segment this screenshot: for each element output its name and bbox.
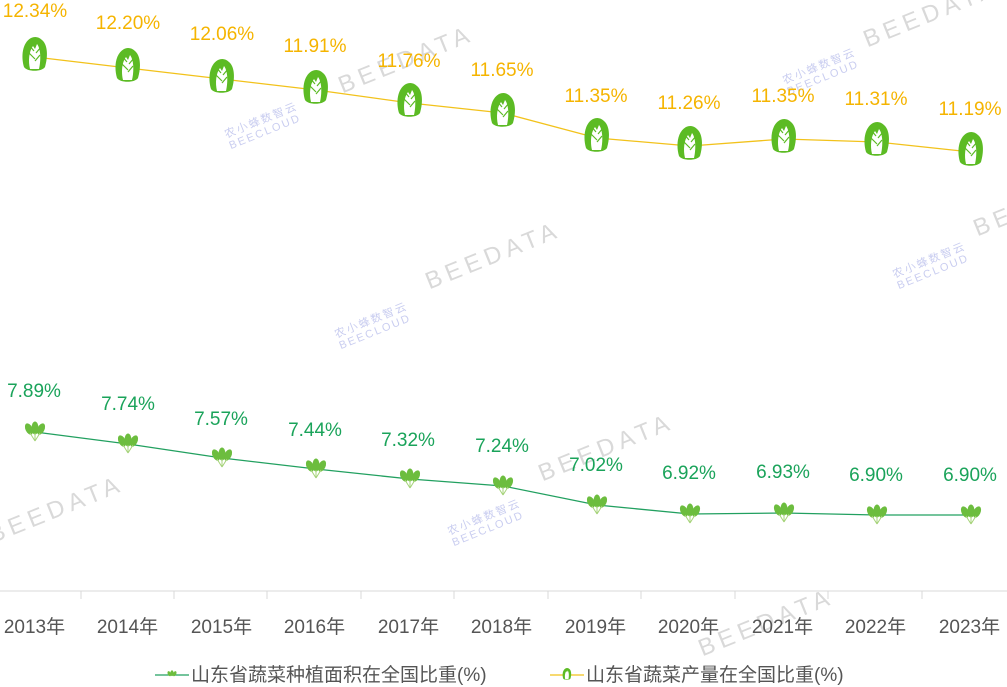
data-label-area: 6.90%	[849, 465, 903, 486]
data-label-area: 7.57%	[194, 409, 248, 430]
data-label-area: 7.44%	[288, 420, 342, 441]
data-label-area: 7.89%	[7, 381, 61, 402]
legend-label-production: 山东省蔬菜产量在全国比重(%)	[586, 665, 844, 686]
data-label-production: 11.35%	[751, 86, 815, 107]
data-label-area: 7.24%	[475, 436, 529, 457]
cabbage-icon	[550, 667, 584, 680]
legend-item-area[interactable]: 山东省蔬菜种植面积在全国比重(%)	[155, 660, 487, 687]
data-label-area: 7.32%	[381, 430, 435, 451]
x-tick-label: 2020年	[657, 617, 720, 638]
data-label-area: 7.74%	[101, 394, 155, 415]
data-label-area: 7.02%	[569, 455, 623, 476]
data-label-area: 6.92%	[662, 463, 716, 484]
x-tick-label: 2018年	[470, 617, 533, 638]
x-tick-label: 2014年	[96, 617, 159, 638]
x-tick-label: 2016年	[283, 617, 346, 638]
data-label-production: 11.35%	[564, 86, 628, 107]
x-tick-label: 2022年	[844, 617, 907, 638]
x-tick-label: 2015年	[190, 617, 253, 638]
data-label-production: 12.20%	[95, 13, 161, 34]
data-label-area: 6.93%	[756, 462, 810, 483]
x-tick-label: 2013年	[3, 617, 66, 638]
data-label-production: 12.06%	[189, 24, 255, 45]
data-label-production: 11.26%	[657, 93, 721, 114]
x-tick-label: 2017年	[377, 617, 440, 638]
legend-label-area: 山东省蔬菜种植面积在全国比重(%)	[191, 665, 487, 686]
data-label-production: 11.31%	[844, 89, 908, 110]
data-label-production: 11.19%	[938, 99, 1002, 120]
x-tick-label: 2023年	[938, 617, 1001, 638]
data-label-production: 12.34%	[2, 1, 68, 22]
x-tick-label: 2021年	[751, 617, 814, 638]
data-label-production: 11.91%	[283, 36, 347, 57]
data-label-production: 11.65%	[470, 60, 534, 81]
x-tick-label: 2019年	[564, 617, 627, 638]
data-label-production: 11.76%	[377, 51, 441, 72]
x-axis-ticks	[80, 591, 923, 599]
data-label-area: 6.90%	[943, 465, 997, 486]
legend-item-production[interactable]: 山东省蔬菜产量在全国比重(%)	[550, 660, 844, 687]
chart-legend: 山东省蔬菜种植面积在全国比重(%) 山东省蔬菜产量在全国比重(%)	[0, 660, 1007, 686]
leafy-sprout-icon	[155, 669, 189, 676]
